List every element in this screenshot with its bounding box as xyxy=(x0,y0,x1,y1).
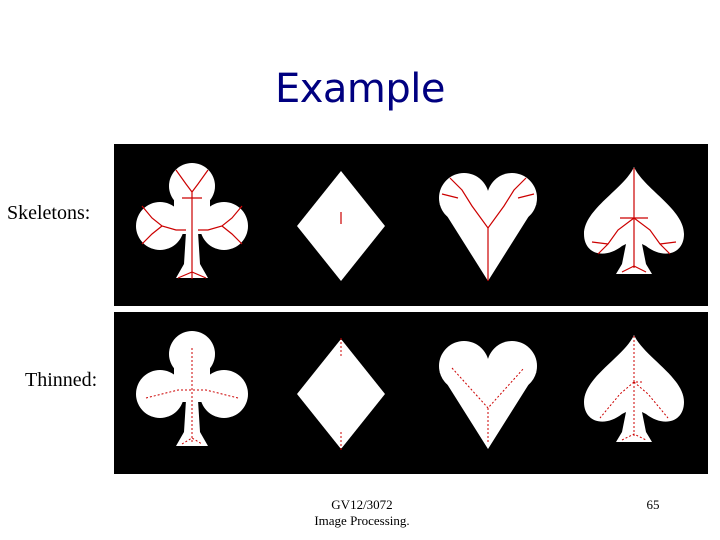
diamond-skeleton xyxy=(297,171,385,281)
thinned-row-label: Thinned: xyxy=(25,369,98,391)
diamond-thinned xyxy=(297,338,385,450)
footer-course-code: GV12/3072 xyxy=(331,497,393,512)
club-skeleton xyxy=(136,163,248,279)
spade-thinned xyxy=(584,335,684,442)
footer-course-info: GV12/3072 Image Processing. xyxy=(300,497,424,529)
thinned-image-panel xyxy=(114,312,708,474)
footer-course-name: Image Processing. xyxy=(314,513,410,528)
club-thinned xyxy=(136,331,248,446)
skeletons-row-label: Skeletons: xyxy=(7,202,91,224)
heart-skeleton xyxy=(439,173,537,281)
skeletons-image-panel xyxy=(114,144,708,306)
slide-title: Example xyxy=(274,66,446,112)
heart-thinned xyxy=(439,341,537,449)
page-number: 65 xyxy=(646,497,660,512)
spade-skeleton xyxy=(584,167,684,274)
